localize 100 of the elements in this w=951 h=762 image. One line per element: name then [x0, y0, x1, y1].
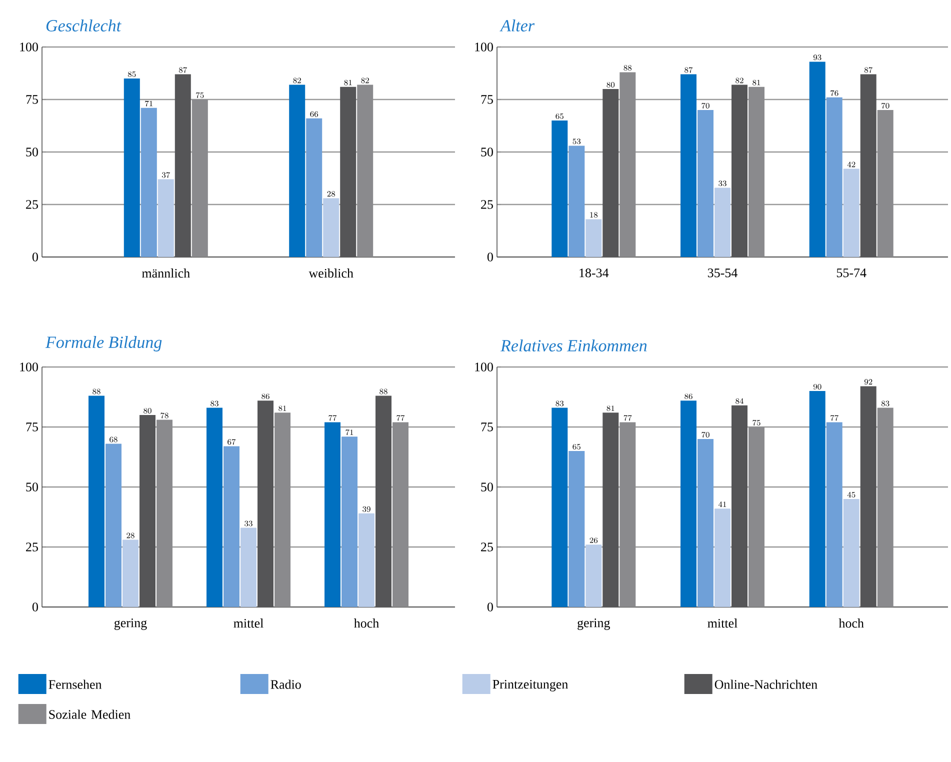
data-label: 84	[736, 398, 744, 404]
bar	[586, 544, 602, 607]
bar	[843, 168, 860, 257]
bar	[748, 86, 764, 257]
bar	[748, 426, 764, 607]
data-label: 77	[624, 415, 632, 421]
x-tick-label: 18-34	[580, 268, 609, 278]
bar	[568, 146, 585, 257]
data-label: 68	[110, 436, 118, 442]
data-label: 87	[684, 67, 693, 73]
y-tick-label: 25	[26, 542, 38, 552]
bar	[306, 118, 322, 257]
data-label: 82	[361, 78, 369, 84]
data-label: 70	[702, 102, 710, 108]
data-label: 80	[144, 408, 152, 414]
y-tick-label: 100	[475, 42, 493, 52]
legend-label: Fernsehen	[48, 680, 102, 689]
bar	[124, 78, 140, 257]
data-label: 76	[830, 90, 838, 96]
x-tick-label: hoch	[354, 618, 379, 628]
data-label: 41	[718, 502, 726, 507]
bar	[714, 508, 730, 607]
data-label: 42	[847, 162, 856, 168]
legend-label: Soziale Medien	[49, 710, 130, 719]
bar	[156, 420, 173, 607]
bar	[620, 72, 636, 257]
bar	[289, 84, 306, 257]
y-tick-label: 100	[20, 42, 38, 52]
y-tick-label: 25	[481, 200, 493, 209]
x-tick-label: männlich	[142, 268, 190, 278]
x-tick-label: 55-74	[836, 268, 866, 278]
bar	[680, 74, 696, 257]
bar	[88, 396, 105, 607]
data-label: 83	[556, 400, 564, 406]
data-label: 28	[327, 191, 335, 197]
bar	[698, 438, 714, 607]
bar	[106, 444, 122, 607]
bar	[877, 110, 894, 257]
bar	[826, 97, 842, 257]
data-label: 82	[736, 78, 744, 84]
bar	[826, 422, 842, 607]
data-label: 88	[92, 388, 100, 394]
data-label: 85	[128, 71, 136, 77]
data-label: 81	[752, 80, 760, 86]
bar	[552, 120, 568, 257]
data-label: 81	[344, 80, 352, 86]
data-label: 82	[293, 78, 301, 84]
y-tick-label: 100	[20, 362, 38, 372]
data-label: 77	[396, 415, 405, 421]
x-tick-label: hoch	[838, 618, 864, 628]
data-label: 81	[278, 406, 286, 412]
bar	[586, 219, 602, 257]
bar	[324, 422, 341, 607]
data-label: 92	[864, 379, 872, 385]
bar	[620, 422, 636, 607]
x-tick-label: 35-54	[708, 268, 738, 278]
data-label: 86	[684, 394, 692, 400]
data-label: 83	[881, 400, 890, 406]
data-label: 70	[702, 432, 710, 438]
data-label: 88	[380, 388, 388, 394]
bar	[224, 446, 240, 607]
bar	[158, 179, 174, 257]
x-tick-label: mittel	[234, 618, 264, 628]
bar	[698, 110, 714, 257]
chart-title: Formale Bildung	[45, 336, 162, 352]
data-label: 45	[847, 492, 856, 498]
data-label: 87	[179, 67, 188, 73]
data-label: 33	[718, 180, 726, 186]
legend-label: Online-Nachrichten	[714, 680, 818, 689]
x-tick-label: mittel	[708, 618, 738, 628]
y-tick-label: 0	[487, 252, 493, 262]
y-tick-label: 50	[26, 148, 38, 156]
y-tick-label: 0	[487, 602, 493, 612]
bar	[357, 84, 374, 257]
data-label: 70	[882, 102, 890, 108]
y-tick-label: 75	[26, 95, 38, 104]
bar	[206, 408, 222, 607]
bar	[843, 498, 860, 607]
y-tick-label: 100	[475, 362, 493, 372]
data-label: 71	[346, 429, 354, 436]
bar	[877, 408, 894, 607]
data-label: 65	[556, 113, 564, 119]
y-tick-label: 25	[481, 542, 493, 552]
data-label: 90	[813, 384, 822, 390]
bar	[122, 540, 139, 607]
data-label: 66	[310, 111, 318, 117]
data-label: 71	[145, 100, 152, 106]
data-label: 67	[228, 439, 236, 445]
data-label: 18	[590, 212, 598, 218]
bar	[192, 100, 208, 257]
y-tick-label: 75	[481, 95, 493, 104]
bar	[274, 412, 291, 607]
x-tick-label: weiblich	[308, 268, 354, 278]
y-tick-label: 75	[26, 422, 38, 432]
bar	[809, 390, 826, 607]
x-tick-label: gering	[114, 618, 147, 630]
data-label: 39	[362, 506, 370, 512]
bar	[323, 198, 340, 257]
bar	[809, 62, 826, 257]
data-label: 37	[162, 172, 170, 178]
